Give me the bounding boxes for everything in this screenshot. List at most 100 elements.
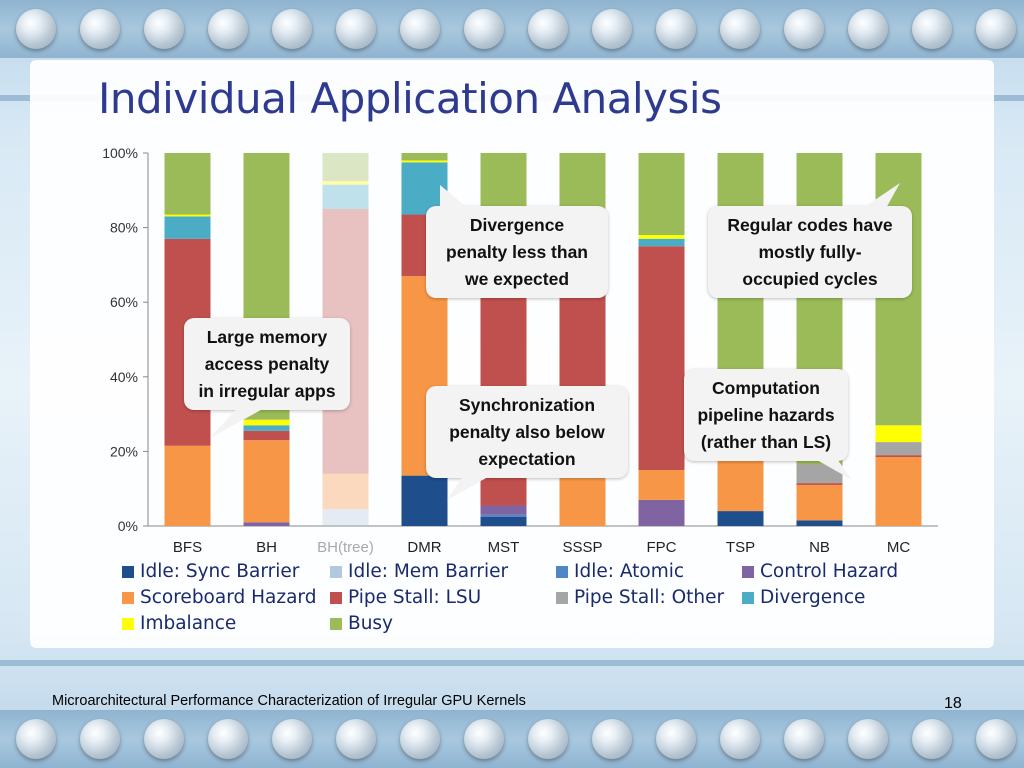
- bolt-decoration: [336, 9, 376, 49]
- legend-label: Idle: Atomic: [574, 561, 685, 582]
- y-tick-label: 60%: [110, 294, 138, 310]
- bar-segment: [322, 180, 369, 185]
- legend-item: Idle: Sync Barrier: [122, 561, 299, 582]
- x-tick-label: BFS: [173, 539, 202, 556]
- y-tick-label: 0%: [118, 518, 138, 534]
- bar-segment: [638, 153, 685, 236]
- x-tick-label: SSSP: [562, 539, 602, 556]
- legend-label: Idle: Mem Barrier: [348, 561, 509, 582]
- legend-label: Pipe Stall: Other: [574, 587, 725, 608]
- bar-segment: [796, 464, 843, 484]
- bolt-decoration: [272, 9, 312, 49]
- legend-label: Idle: Sync Barrier: [140, 561, 300, 582]
- x-tick-label: NB: [809, 539, 830, 556]
- legend-label: Imbalance: [140, 613, 237, 634]
- bar-segment: [796, 483, 843, 485]
- x-tick-label: MST: [488, 539, 520, 556]
- legend-swatch: [330, 591, 342, 604]
- x-tick-label: DMR: [407, 539, 441, 556]
- bolt-decoration: [464, 9, 504, 49]
- bar-segment: [243, 419, 290, 426]
- bolt-decoration: [16, 719, 56, 759]
- bolt-decoration: [400, 9, 440, 49]
- bolt-decoration: [592, 719, 632, 759]
- bar-segment: [401, 162, 448, 215]
- x-tick-label: TSP: [726, 539, 755, 556]
- bar-segment: [796, 484, 843, 521]
- legend-item: Busy: [330, 613, 393, 634]
- bar-segment: [164, 214, 211, 217]
- bar-segment: [796, 520, 843, 526]
- bar-segment: [401, 160, 448, 163]
- bolt-decoration: [144, 9, 184, 49]
- bar-segment: [322, 153, 369, 181]
- bar-segment: [638, 499, 685, 526]
- bolt-decoration: [784, 9, 824, 49]
- callout-tail-memory: [210, 405, 270, 438]
- legend-swatch: [122, 565, 134, 578]
- bar-segment: [717, 511, 764, 526]
- bolt-decoration: [528, 9, 568, 49]
- bar-segment: [638, 246, 685, 471]
- bar-segment: [480, 514, 527, 517]
- callout-memory-penalty: Large memory access penalty in irregular…: [184, 318, 350, 410]
- x-tick-label: BH: [256, 539, 277, 556]
- legend-item: Idle: Atomic: [556, 561, 684, 582]
- bar-segment: [164, 153, 211, 215]
- callout-regular-codes: Regular codes have mostly fully- occupie…: [708, 206, 912, 298]
- legend-label: Scoreboard Hazard: [140, 587, 317, 608]
- bar-segment: [559, 153, 606, 209]
- legend-swatch: [742, 591, 754, 604]
- callout-compute-hazards: Computation pipeline hazards (rather tha…: [684, 369, 848, 461]
- bolt-decoration: [976, 9, 1016, 49]
- bolt-decoration: [912, 719, 952, 759]
- legend-label: Busy: [348, 613, 394, 634]
- bar-segment: [322, 473, 369, 510]
- callout-tail-compute: [810, 456, 852, 480]
- legend-swatch: [330, 617, 342, 630]
- legend-item: Imbalance: [122, 613, 236, 634]
- bar-segment: [164, 216, 211, 239]
- x-tick-label: MC: [887, 539, 910, 556]
- callout-sync-penalty: Synchronization penalty also below expec…: [426, 386, 628, 478]
- x-tick-label: BH(tree): [317, 539, 374, 556]
- callout-tail-divergence: [440, 185, 470, 210]
- legend-item: Idle: Mem Barrier: [330, 561, 508, 582]
- bar-segment: [401, 475, 448, 526]
- bolt-decoration: [720, 719, 760, 759]
- bar-segment: [638, 238, 685, 247]
- legend-label: Divergence: [760, 587, 866, 608]
- bolt-decoration: [336, 719, 376, 759]
- legend-swatch: [330, 565, 342, 578]
- legend-swatch: [556, 591, 568, 604]
- bar-segment: [875, 425, 922, 443]
- bar-segment: [480, 516, 527, 526]
- legend-item: Scoreboard Hazard: [122, 587, 316, 608]
- bolt-decoration: [592, 9, 632, 49]
- legend-swatch: [742, 565, 754, 578]
- bar-segment: [875, 442, 922, 456]
- bar-segment: [638, 235, 685, 239]
- bar-segment: [875, 456, 922, 526]
- bolt-decoration: [848, 9, 888, 49]
- bolt-decoration: [656, 719, 696, 759]
- callout-tail-sync: [447, 473, 495, 500]
- bolt-decoration: [848, 719, 888, 759]
- bar-segment: [559, 475, 606, 526]
- bolt-decoration: [976, 719, 1016, 759]
- bolt-decoration: [80, 719, 120, 759]
- callout-tail-regular: [860, 183, 900, 210]
- legend-swatch: [122, 617, 134, 630]
- bolt-decoration: [656, 9, 696, 49]
- bar-segment: [243, 425, 290, 431]
- bar-segment: [717, 460, 764, 512]
- legend-swatch: [556, 565, 568, 578]
- bolt-decoration: [528, 719, 568, 759]
- y-tick-label: 40%: [110, 369, 138, 385]
- bar-segment: [164, 445, 211, 526]
- legend-label: Control Hazard: [760, 561, 899, 582]
- legend-label: Pipe Stall: LSU: [348, 587, 482, 608]
- bolt-decoration: [272, 719, 312, 759]
- slide-footer: Microarchitectural Performance Character…: [52, 693, 526, 709]
